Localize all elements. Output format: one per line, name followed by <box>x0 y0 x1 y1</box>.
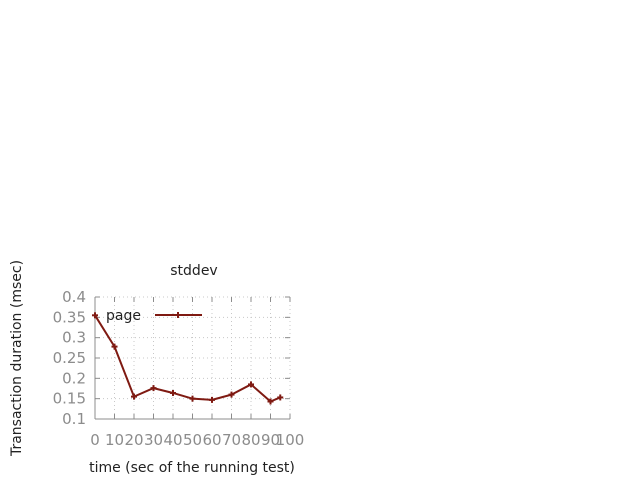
y-tick-label-1: 0.15 <box>53 390 86 408</box>
y-axis-label: Transaction duration (msec) <box>9 260 25 457</box>
data-point <box>267 398 274 405</box>
y-tick-label-2: 0.2 <box>62 369 86 387</box>
series <box>92 312 284 405</box>
x-tick-label-10: 100 <box>276 431 305 449</box>
data-point <box>111 343 118 350</box>
y-tick-label-0: 0.1 <box>62 410 86 428</box>
data-point <box>209 396 215 403</box>
y-tick-label-5: 0.35 <box>53 308 86 326</box>
legend: page <box>106 308 202 324</box>
legend-marker-page <box>175 312 181 318</box>
data-point <box>189 395 196 402</box>
x-tick-label-0: 0 <box>90 431 100 449</box>
y-tick-label-6: 0.4 <box>62 288 86 306</box>
x-tick-label-5: 50 <box>183 431 202 449</box>
x-tick-label-7: 70 <box>222 431 241 449</box>
x-tick-label-4: 40 <box>163 431 182 449</box>
x-tick-label-6: 60 <box>202 431 221 449</box>
data-point <box>248 381 254 388</box>
y-tick-label-3: 0.25 <box>53 349 86 367</box>
y-axis-ticks: 0.1 0.15 0.2 0.25 0.3 0.35 0.4 <box>53 288 290 428</box>
x-tick-label-8: 80 <box>241 431 260 449</box>
data-point <box>92 312 98 319</box>
x-tick-label-1: 10 <box>105 431 124 449</box>
data-point <box>150 385 157 392</box>
data-point <box>170 389 176 396</box>
x-tick-label-9: 90 <box>261 431 280 449</box>
x-tick-label-2: 20 <box>124 431 143 449</box>
chart-title: stddev <box>170 263 217 279</box>
data-point <box>131 393 137 400</box>
x-axis-label: time (sec of the running test) <box>89 460 295 476</box>
legend-label-page: page <box>106 308 141 324</box>
y-tick-label-4: 0.3 <box>62 329 86 347</box>
x-tick-label-3: 30 <box>144 431 163 449</box>
data-point <box>277 394 284 401</box>
data-point <box>228 391 235 398</box>
